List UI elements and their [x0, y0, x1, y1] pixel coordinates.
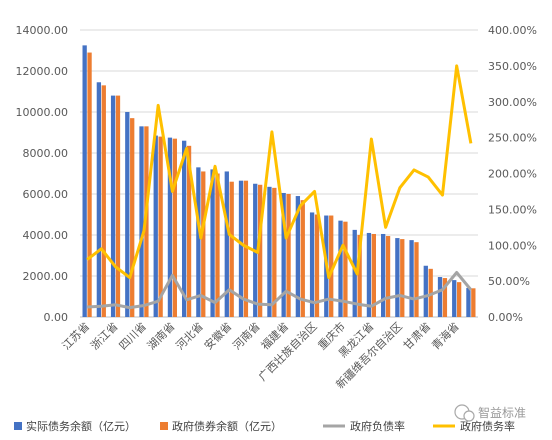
left-tick-label: 12000.00 — [16, 65, 69, 78]
right-tick-label: 150.00% — [488, 203, 537, 216]
bar-bond-balance — [400, 239, 405, 317]
bar-bond-balance — [172, 138, 177, 317]
right-tick-label: 250.00% — [488, 132, 537, 145]
right-tick-label: 300.00% — [488, 96, 537, 109]
bar-actual-debt — [452, 280, 457, 317]
bar-actual-debt — [423, 265, 428, 317]
bar-actual-debt — [110, 95, 116, 317]
bar-bond-balance — [343, 221, 348, 317]
bar-bond-balance — [357, 235, 362, 317]
bar-bond-balance — [201, 171, 206, 317]
bar-bond-balance — [442, 278, 448, 317]
bar-actual-debt — [125, 112, 130, 317]
bar-bond-balance — [158, 136, 163, 317]
left-tick-label: 2000.00 — [23, 270, 69, 283]
right-axis-labels: 0.00% 50.00% 100.00% 150.00% 200.00% 250.00% 3… — [488, 24, 537, 324]
bar-bond-balance — [186, 145, 192, 317]
legend-label-actual-debt: 实际债务余额（亿元） — [26, 419, 136, 433]
right-tick-label: 100.00% — [488, 239, 537, 252]
bar-actual-debt — [139, 126, 144, 317]
right-tick-label: 200.00% — [488, 168, 537, 181]
bar-actual-debt — [238, 180, 244, 317]
legend-swatch-bond-balance — [160, 422, 168, 430]
bar-actual-debt — [210, 169, 215, 317]
bar-actual-debt — [381, 233, 386, 317]
left-tick-label: 8000.00 — [23, 147, 69, 160]
wechat-icon-small — [463, 410, 475, 422]
line-liability-ratio — [87, 271, 473, 310]
bar-actual-debt — [153, 135, 158, 317]
bar-actual-debt — [409, 240, 414, 317]
left-axis-labels: 0.00 2000.00 4000.00 6000.00 8000.00 10000.00… — [16, 24, 69, 324]
bar-bond-balance — [371, 233, 376, 317]
bar-actual-debt — [466, 287, 471, 317]
bar-bond-balance — [87, 52, 92, 318]
bar-bond-balance — [215, 173, 220, 317]
bar-actual-debt — [281, 192, 286, 317]
legend-label-debt-ratio: 政府债务率 — [460, 419, 515, 433]
bar-actual-debt — [224, 171, 229, 317]
bar-bond-balance — [471, 288, 476, 317]
watermark: 智益标准 — [454, 404, 526, 422]
left-tick-label: 10000.00 — [16, 106, 69, 119]
bar-actual-debt — [366, 232, 372, 317]
bar-bond-balance — [243, 180, 249, 317]
bar-actual-debt — [196, 167, 201, 317]
bar-bond-balance — [229, 181, 234, 317]
bar-bond-balance — [414, 242, 419, 317]
watermark-text: 智益标准 — [478, 405, 526, 420]
bar-actual-debt — [352, 229, 357, 317]
right-tick-label: 50.00% — [488, 275, 530, 288]
bar-bond-balance — [272, 187, 277, 317]
bar-actual-debt — [295, 196, 301, 317]
lines-layer — [86, 64, 473, 310]
bar-actual-debt — [437, 277, 443, 317]
left-tick-label: 0.00 — [44, 311, 69, 324]
legend-swatch-actual-debt — [14, 422, 22, 430]
bar-bond-balance — [385, 236, 391, 317]
bar-bond-balance — [300, 200, 305, 317]
bar-bond-balance — [329, 215, 334, 317]
bar-actual-debt — [96, 82, 102, 318]
bar-actual-debt — [267, 186, 272, 317]
legend-label-bond-balance: 政府债券余额（亿元） — [172, 419, 282, 433]
right-tick-label: 350.00% — [488, 60, 537, 73]
bar-actual-debt — [309, 212, 315, 317]
bar-actual-debt — [395, 238, 400, 317]
left-tick-label: 6000.00 — [23, 188, 69, 201]
line-debt-ratio — [86, 64, 473, 280]
bar-bond-balance — [456, 282, 462, 317]
left-tick-label: 14000.00 — [16, 24, 69, 37]
legend-label-liability-ratio: 政府负债率 — [350, 419, 405, 433]
right-tick-label: 0.00% — [488, 311, 523, 324]
legend: 实际债务余额（亿元） 政府债券余额（亿元） 政府负债率 政府债务率 — [14, 419, 515, 433]
bar-actual-debt — [82, 45, 87, 317]
bar-bond-balance — [286, 194, 291, 317]
bar-bond-balance — [314, 214, 320, 317]
bar-bond-balance — [115, 95, 121, 317]
bar-bond-balance — [257, 184, 263, 317]
bars-layer — [82, 45, 476, 318]
bar-actual-debt — [167, 137, 173, 317]
left-tick-label: 4000.00 — [23, 229, 69, 242]
bar-actual-debt — [338, 220, 343, 317]
bar-bond-balance — [130, 118, 135, 318]
bar-bond-balance — [101, 85, 106, 317]
bar-actual-debt — [182, 140, 187, 317]
right-tick-label: 400.00% — [488, 24, 537, 37]
